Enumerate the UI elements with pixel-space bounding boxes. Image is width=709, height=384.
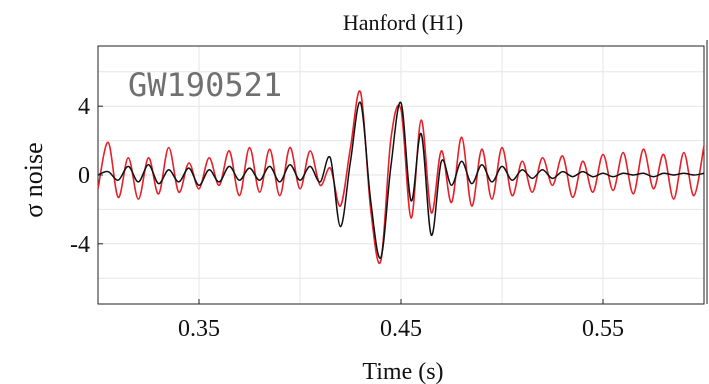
x-tick-label: 0.45 — [380, 316, 422, 342]
x-tick-label: 0.55 — [582, 316, 624, 342]
x-axis-label: Time (s) — [362, 359, 443, 384]
axis-ticks: 0.35 0.45 0.55 4 0 -4 — [70, 94, 624, 342]
grid — [97, 46, 705, 304]
y-tick-label: 4 — [78, 94, 90, 120]
chart-title: Hanford (H1) — [343, 10, 463, 35]
y-tick-label: 0 — [78, 163, 90, 189]
series-group — [97, 90, 705, 265]
event-annotation: GW190521 — [128, 66, 282, 104]
y-axis-label: σ noise — [19, 142, 48, 217]
series-line-black — [97, 101, 705, 259]
y-tick-label: -4 — [70, 232, 90, 258]
x-tick-label: 0.35 — [178, 316, 220, 342]
